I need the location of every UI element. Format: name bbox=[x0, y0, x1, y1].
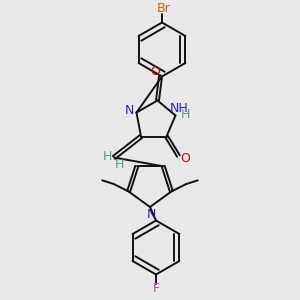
Text: F: F bbox=[152, 282, 160, 295]
Text: H: H bbox=[180, 107, 190, 121]
Text: N: N bbox=[147, 208, 156, 221]
Text: H: H bbox=[103, 149, 112, 163]
Text: O: O bbox=[150, 64, 160, 78]
Text: NH: NH bbox=[170, 102, 188, 116]
Text: H: H bbox=[115, 158, 124, 171]
Text: Br: Br bbox=[157, 2, 170, 15]
Text: O: O bbox=[180, 152, 190, 166]
Text: N: N bbox=[124, 103, 134, 117]
